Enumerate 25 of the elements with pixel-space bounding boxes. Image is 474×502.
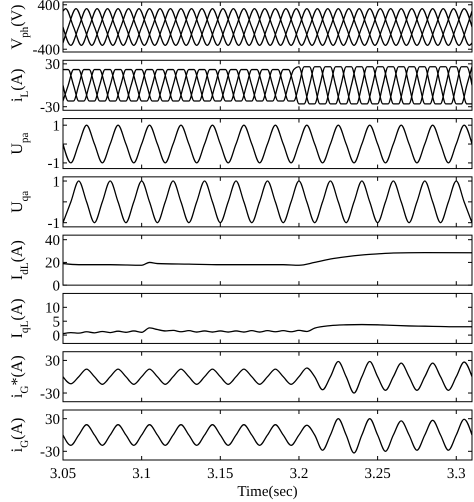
y-tick-label: -1 [48,216,60,232]
x-tick-label: 3.1 [132,466,152,482]
y-tick-label: -30 [40,100,60,116]
y-tick-label: 1 [52,174,60,190]
x-axis-title: Time(sec) [237,484,298,500]
y-tick-label: -30 [40,386,60,402]
x-tick-label: 3.2 [290,466,308,482]
x-tick-label: 3.05 [50,466,76,482]
y-tick-label: 20 [45,256,60,272]
y-tick-label: 30 [45,354,60,370]
y-tick-label: 400 [38,0,60,14]
y-tick-label: 0 [52,328,60,344]
y-tick-label: 5 [52,314,60,330]
y-tick-label: 30 [45,57,60,74]
x-tick-label: 3.15 [207,466,234,482]
x-tick-label: 3.25 [364,466,391,482]
y-tick-label: -1 [48,156,60,172]
y-tick-label: -400 [32,42,60,58]
y-tick-label: -30 [40,444,60,461]
y-tick-label: 10 [45,300,60,317]
y-tick-label: 1 [52,118,60,134]
y-tick-label: 0 [52,278,60,294]
x-tick-label: 3.3 [446,466,466,482]
y-tick-label: 30 [45,412,60,428]
y-tick-label: 40 [45,232,60,249]
